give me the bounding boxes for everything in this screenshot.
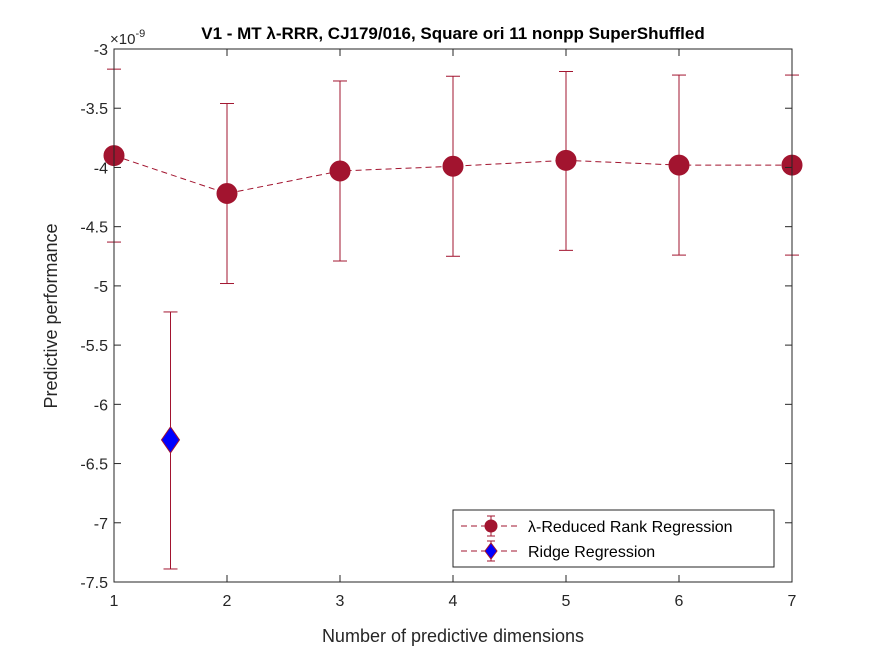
x-tick-label: 1 [110,593,119,610]
x-tick-label: 6 [675,593,684,610]
x-axis-label: Number of predictive dimensions [322,626,584,646]
y-tick-label: -3.5 [80,101,108,118]
x-tick-label: 2 [223,593,232,610]
y-axis-label: Predictive performance [41,223,61,408]
series-layer [103,68,803,570]
legend-box [452,509,775,568]
legend-label: λ-Reduced Rank Regression [528,519,733,536]
data-point [442,155,464,177]
chart-title: V1 - MT λ-RRR, CJ179/016, Square ori 11 … [201,24,705,43]
y-tick-label: -6 [94,397,108,414]
data-point [329,160,351,182]
y-tick-label: -4 [94,160,108,177]
legend: λ-Reduced Rank Regression Ridge Regressio… [452,509,775,568]
x-tick-label: 4 [449,593,458,610]
legend-marker [484,519,498,533]
y-tick-label: -7.5 [80,575,108,592]
legend-item: λ-Reduced Rank Regression [461,515,733,537]
y-tick-label: -7 [94,516,108,533]
data-point [160,425,181,454]
legend-label: Ridge Regression [528,544,655,561]
x-tick-label: 7 [788,593,797,610]
y-tick-label: -4.5 [80,220,108,237]
data-point [555,149,577,171]
y-tick-label: -3 [94,42,108,59]
y-tick-label: -5 [94,279,108,296]
legend-item: Ridge Regression [461,540,655,562]
series-ridge [160,311,181,570]
x-tick-label: 3 [336,593,345,610]
ticks-layer: 1 2 3 4 5 6 7 -3 -3.5 -4 -4.5 -5 -5.5 -6 -6.5 -7 -7.5 [80,42,796,610]
exponent-label: ×10-9 [110,28,145,48]
data-point [216,183,238,205]
y-tick-label: -6.5 [80,457,108,474]
data-point [668,154,690,176]
y-tick-label: -5.5 [80,338,108,355]
legend-marker [484,542,498,560]
x-tick-label: 5 [562,593,571,610]
series-lambda-rrr [103,68,803,285]
